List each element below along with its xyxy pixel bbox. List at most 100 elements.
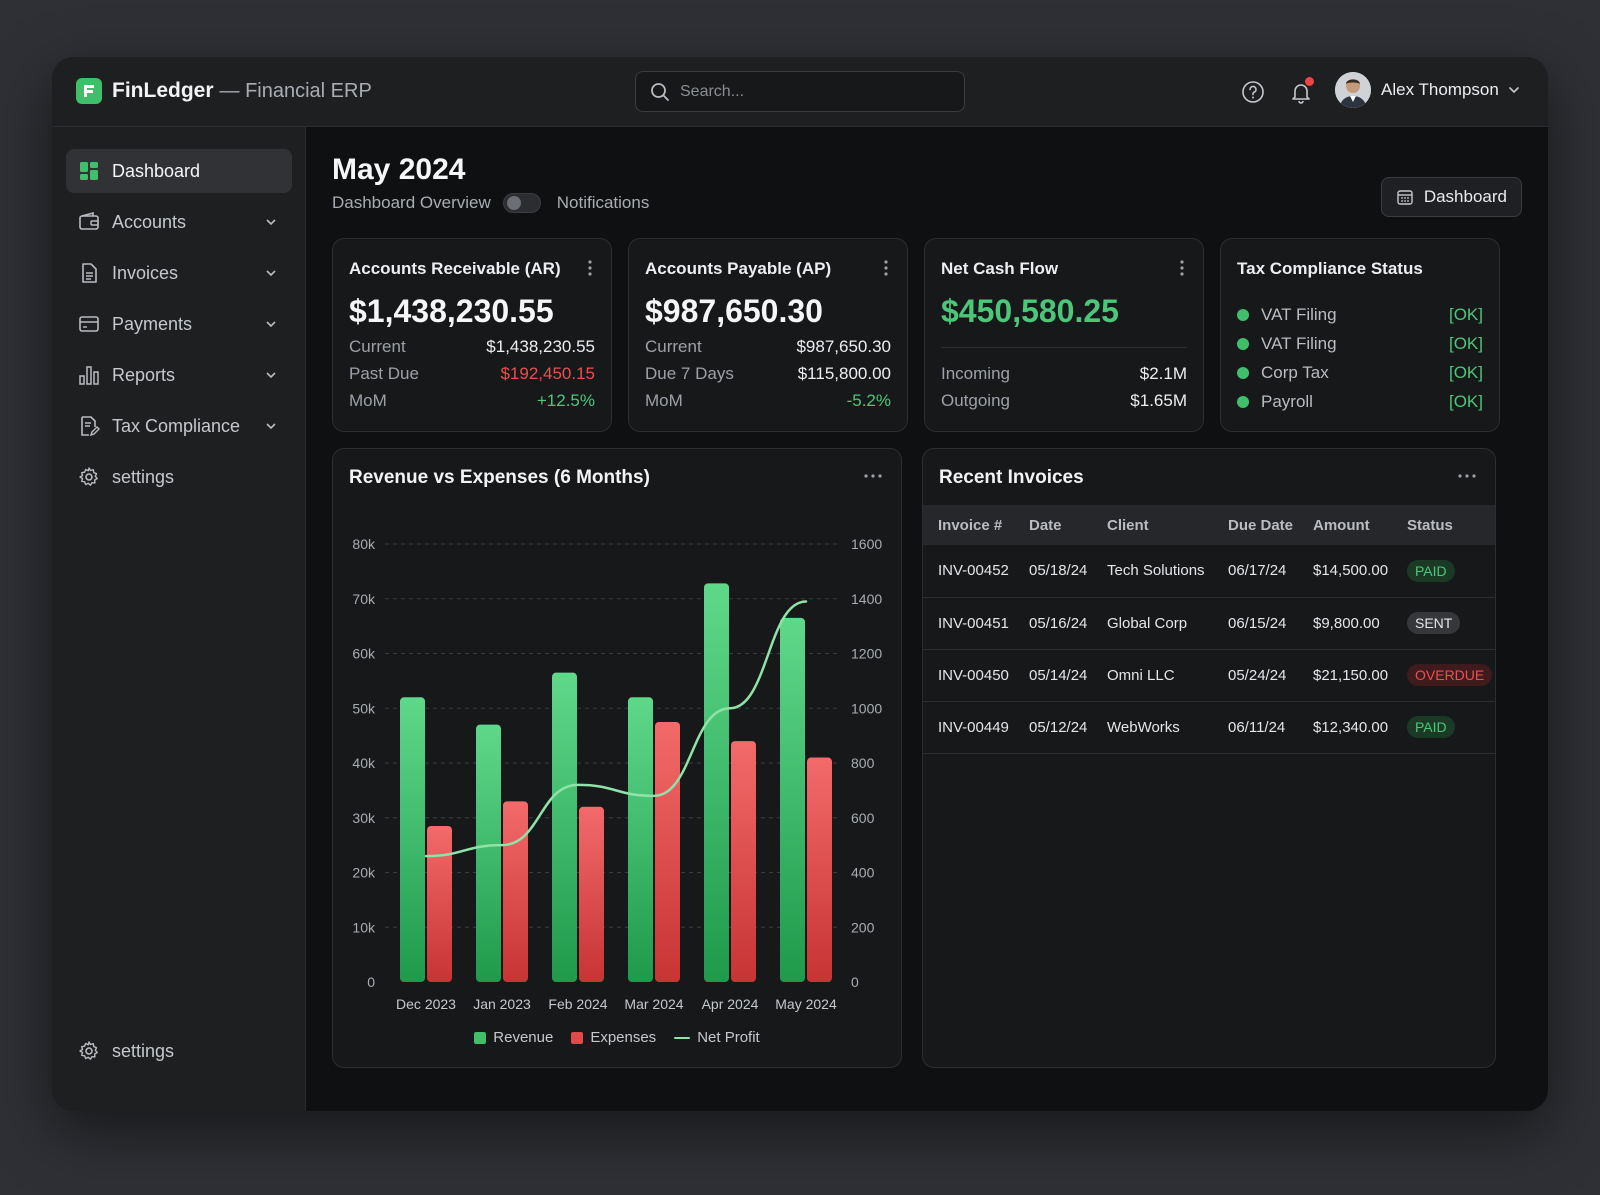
column-header[interactable]: Due Date: [1228, 505, 1313, 545]
legend-revenue[interactable]: Revenue: [474, 1029, 553, 1046]
y-left-tick-label: 50k: [352, 700, 376, 716]
revenue-expenses-chart: 0 0 10k 200 20k 400 30k 600 40k 800 50k 1000 60k 1200…: [352, 536, 882, 1012]
y-right-tick-label: 1400: [851, 591, 882, 607]
revenue-bar: [628, 697, 653, 982]
tax-item-label: Corp Tax: [1261, 363, 1329, 382]
calendar-icon: [1397, 190, 1413, 205]
sidebar-item-label: Invoices: [112, 262, 179, 283]
tax-row: Corp Tax [OK]: [1237, 363, 1483, 383]
status-badge: OVERDUE: [1407, 664, 1493, 686]
brand[interactable]: FinLedger — Financial ERP: [76, 78, 372, 104]
table-row[interactable]: INV-00450 05/14/24 Omni LLC 05/24/24 $21…: [923, 649, 1495, 702]
tax-row: VAT Filing [OK]: [1237, 305, 1483, 325]
column-header[interactable]: Date: [1029, 505, 1107, 545]
toggle-knob: [506, 196, 521, 210]
help-button[interactable]: [1240, 79, 1266, 105]
page-subheader: Dashboard Overview Notifications: [332, 193, 649, 213]
invoice-client: WebWorks: [1107, 701, 1228, 754]
row-label: Current: [349, 337, 406, 356]
cash-row-incoming: Incoming $2.1M: [941, 364, 1187, 384]
expenses-bar: [503, 801, 528, 982]
revenue-bar: [476, 724, 501, 982]
notifications-button[interactable]: [1288, 77, 1314, 105]
y-left-tick-label: 0: [367, 974, 375, 990]
status-dot: [1237, 367, 1249, 379]
status-dot: [1237, 309, 1249, 321]
table-row[interactable]: INV-00452 05/18/24 Tech Solutions 06/17/…: [923, 545, 1495, 598]
chart-title: Revenue vs Expenses (6 Months): [349, 467, 650, 488]
recent-invoices-card: Recent Invoices Invoice # Date Client Du…: [922, 448, 1496, 1068]
table-row[interactable]: INV-00451 05/16/24 Global Corp 06/15/24 …: [923, 597, 1495, 650]
row-label: MoM: [645, 391, 683, 410]
y-left-tick-label: 70k: [352, 591, 376, 607]
tax-item-label: VAT Filing: [1261, 334, 1337, 353]
sidebar-item-payments[interactable]: Payments: [66, 302, 292, 346]
chevron-down-icon: [266, 321, 276, 328]
invoice-date: 05/16/24: [1029, 597, 1107, 650]
invoice-date: 05/18/24: [1029, 545, 1107, 598]
main-content: May 2024 Dashboard Overview Notification…: [306, 127, 1548, 1111]
tax-title: Tax Compliance Status: [1237, 259, 1423, 278]
divider: [941, 347, 1187, 348]
sidebar-item-settings[interactable]: settings: [66, 455, 292, 499]
revenue-bar: [552, 672, 577, 982]
ar-row-current: Current $1,438,230.55: [349, 337, 595, 357]
x-tick-label: Apr 2024: [702, 996, 759, 1012]
more-horizontal-icon[interactable]: [863, 473, 883, 479]
row-label: MoM: [349, 391, 387, 410]
column-header[interactable]: Amount: [1313, 505, 1407, 545]
sidebar-item-invoices[interactable]: Invoices: [66, 251, 292, 295]
expenses-bar: [807, 757, 832, 982]
sidebar-item-reports[interactable]: Reports: [66, 353, 292, 397]
sidebar-item-dashboard[interactable]: Dashboard: [66, 149, 292, 193]
expenses-bar: [427, 825, 452, 982]
chevron-down-icon: [266, 423, 276, 430]
more-vertical-icon[interactable]: [883, 259, 889, 277]
tax-item-status: [OK]: [1448, 392, 1483, 411]
ap-row-due-7-days: Due 7 Days $115,800.00: [645, 364, 891, 384]
x-tick-label: Jan 2023: [473, 996, 531, 1012]
tax-item-label: Payroll: [1261, 392, 1313, 411]
more-vertical-icon[interactable]: [1179, 259, 1185, 277]
search-box[interactable]: [635, 71, 965, 112]
more-horizontal-icon[interactable]: [1457, 473, 1477, 479]
legend-expenses[interactable]: Expenses: [571, 1029, 656, 1046]
y-right-tick-label: 200: [851, 919, 875, 935]
dashboard-button[interactable]: Dashboard: [1380, 177, 1522, 217]
column-header[interactable]: Invoice #: [923, 505, 1029, 545]
sidebar-item-tax-compliance[interactable]: Tax Compliance: [66, 404, 292, 448]
user-menu[interactable]: Alex Thompson: [1335, 72, 1521, 108]
y-left-tick-label: 40k: [352, 755, 376, 771]
x-tick-label: Feb 2024: [548, 996, 607, 1012]
card-icon: [79, 316, 99, 332]
row-label: Past Due: [349, 364, 419, 383]
tax-row: Payroll [OK]: [1237, 392, 1483, 412]
chevron-down-icon: [266, 270, 276, 277]
x-tick-label: May 2024: [775, 996, 837, 1012]
tax-item-status: [OK]: [1448, 305, 1483, 324]
row-label: Current: [645, 337, 702, 356]
y-left-tick-label: 60k: [352, 646, 376, 662]
notification-badge: [1305, 77, 1314, 86]
top-bar: FinLedger — Financial ERP: [52, 57, 1548, 127]
row-label: Due 7 Days: [645, 364, 734, 383]
legend-net-profit[interactable]: Net Profit: [674, 1029, 760, 1046]
chevron-down-icon: [266, 372, 276, 379]
app-window: FinLedger — Financial ERP: [52, 57, 1548, 1111]
row-label: Incoming: [941, 364, 1010, 383]
revenue-bar: [704, 583, 729, 982]
ap-row-current: Current $987,650.30: [645, 337, 891, 357]
avatar: [1335, 72, 1371, 108]
sidebar-item-accounts[interactable]: Accounts: [66, 200, 292, 244]
search-input[interactable]: [680, 82, 940, 101]
sidebar-item-settings-bottom[interactable]: settings: [66, 1029, 292, 1073]
table-row[interactable]: INV-00449 05/12/24 WebWorks 06/11/24 $12…: [923, 701, 1495, 754]
ar-title: Accounts Receivable (AR): [349, 259, 561, 278]
y-right-tick-label: 1000: [851, 700, 882, 716]
more-vertical-icon[interactable]: [587, 259, 593, 277]
notifications-toggle[interactable]: [502, 193, 541, 213]
row-value: $2.1M: [1139, 364, 1187, 383]
column-header[interactable]: Client: [1107, 505, 1228, 545]
column-header[interactable]: Status: [1407, 505, 1495, 545]
row-value: -5.2%: [846, 391, 891, 410]
